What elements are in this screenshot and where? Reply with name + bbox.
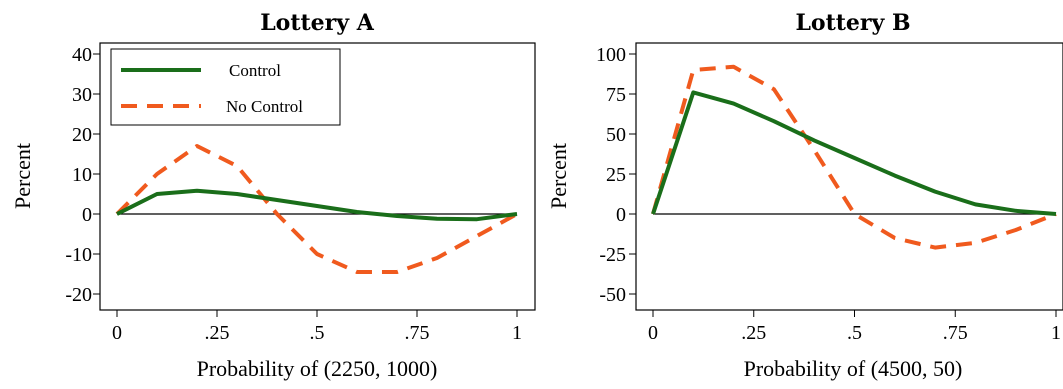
x-tick-label: 0 <box>112 322 122 344</box>
y-tick-label: 100 <box>596 44 626 66</box>
legend: Control No Control <box>111 49 340 125</box>
x-tick-label: .5 <box>310 322 325 344</box>
x-axis-label: Probability of (2250, 1000) <box>197 356 438 381</box>
panel-title: Lottery A <box>260 10 374 36</box>
panel-title: Lottery B <box>795 10 910 36</box>
x-tick-label: 1 <box>512 322 522 344</box>
panel-lottery-b: Lottery B Percent Probability of (4500, … <box>546 10 1063 381</box>
x-tick-label: .75 <box>943 322 968 344</box>
y-tick-label: 50 <box>606 124 626 146</box>
y-tick-label: 0 <box>82 204 92 226</box>
x-tick-label: .25 <box>741 322 766 344</box>
y-tick-label: -25 <box>599 244 626 266</box>
y-tick-label: 75 <box>606 84 626 106</box>
x-tick-label: .5 <box>847 322 862 344</box>
y-axis-label: Percent <box>10 143 35 209</box>
y-tick-label: 30 <box>72 84 92 106</box>
legend-label-control: Control <box>229 61 281 80</box>
x-tick-label: .75 <box>405 322 430 344</box>
y-tick-label: 10 <box>72 164 92 186</box>
y-tick-label: -50 <box>599 284 626 306</box>
y-tick-label: -20 <box>65 284 92 306</box>
x-tick-label: 0 <box>648 322 658 344</box>
legend-label-no-control: No Control <box>226 97 303 116</box>
x-ticks: 0 .25 .5 .75 1 <box>648 310 1061 344</box>
x-tick-label: .25 <box>205 322 230 344</box>
y-tick-label: -10 <box>65 244 92 266</box>
plot-frame <box>636 43 1063 310</box>
y-tick-label: 0 <box>616 204 626 226</box>
x-tick-label: 1 <box>1051 322 1061 344</box>
x-axis-label: Probability of (4500, 50) <box>744 356 963 381</box>
y-tick-label: 40 <box>72 44 92 66</box>
y-ticks: 100 75 50 25 0 -25 -50 <box>596 44 636 306</box>
y-tick-label: 20 <box>72 124 92 146</box>
y-axis-label: Percent <box>546 143 571 209</box>
y-ticks: 40 30 20 10 0 -10 -20 <box>65 44 100 306</box>
y-tick-label: 25 <box>606 164 626 186</box>
panel-lottery-a: Lottery A Percent Probability of (2250, … <box>10 10 535 381</box>
x-ticks: 0 .25 .5 .75 1 <box>112 310 522 344</box>
